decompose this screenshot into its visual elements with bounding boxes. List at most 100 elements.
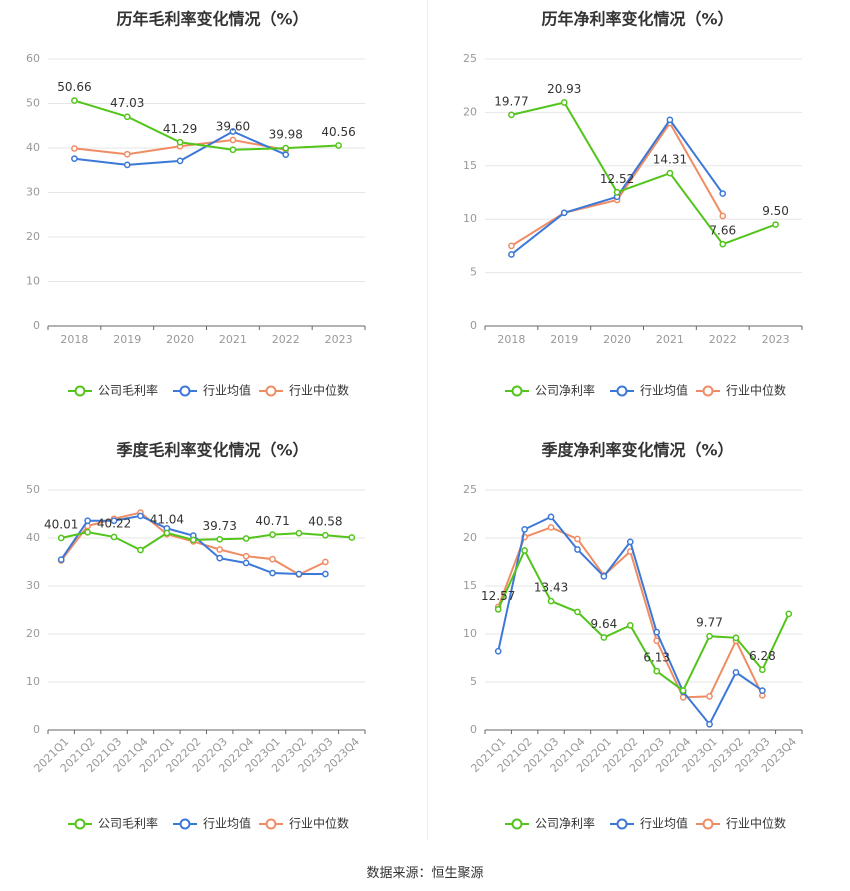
data-point [71,155,78,163]
data-point [295,570,303,578]
legend-marker [702,385,714,397]
data-point [759,687,766,694]
data-point [706,693,713,700]
y-tick-label: 10 [463,212,477,225]
y-tick-label: 10 [463,627,477,640]
x-tick-label: 2023 [762,333,790,346]
data-label: 14.31 [653,153,687,167]
legend-marker [74,385,86,397]
data-label: 39.73 [203,519,237,533]
y-tick-label: 10 [26,675,40,688]
data-point [110,533,118,541]
data-point [322,558,329,566]
legend-marker [265,385,277,397]
y-tick-label: 10 [26,275,40,288]
data-point [216,535,224,543]
data-point [348,534,356,541]
y-tick-label: 25 [463,483,477,496]
quarterly-gross-margin-chart: 季度毛利率变化情况（%）010203040502021Q12021Q22021Q… [26,441,366,831]
data-source-note: 数据来源：恒生聚源 [366,866,484,881]
legend-marker [265,818,277,830]
data-label: 7.66 [709,224,736,238]
series-line [511,101,776,246]
data-point [574,535,581,543]
data-point [574,546,581,553]
data-point [57,534,65,542]
data-point [547,597,555,605]
legend-marker [616,385,628,397]
data-point [547,513,555,521]
data-point [508,242,515,250]
data-point [653,628,661,636]
y-tick-label: 5 [470,675,477,688]
legend-marker [511,818,523,830]
data-label: 9.64 [591,617,618,631]
legend-label: 行业均值 [640,383,688,398]
annual-gross-margin-chart: 历年毛利率变化情况（%） 0 10 20 30 40 50 60 2018 2019 2020 202… [26,10,366,398]
chart-title: 历年毛利率变化情况（%） [116,10,308,29]
data-label: 12.52 [600,172,634,186]
x-tick-label: 2020 [603,333,631,346]
data-label: 20.93 [547,82,581,96]
data-label: 39.98 [269,128,303,142]
legend-marker [702,818,714,830]
data-point [242,559,250,567]
y-tick-label: 50 [26,97,40,110]
y-tick-label: 15 [463,579,477,592]
data-point [71,97,78,104]
data-point [269,555,276,563]
y-tick-label: 20 [26,230,40,243]
legend-label: 公司净利率 [535,816,595,831]
data-point [123,161,131,169]
data-point [759,666,766,674]
quarterly-net-margin-panel: 季度净利率变化情况（%） 0 5 10 15 20 25 2021Q1 2021Q2 2021Q3… [425,430,850,860]
y-tick-label: 25 [463,52,477,65]
data-point [137,546,144,554]
data-point [719,240,727,248]
y-tick-label: 5 [470,266,477,279]
data-point [123,113,131,121]
x-tick-label: 2023 [325,333,353,346]
y-tick-label: 0 [470,319,477,332]
legend-marker [179,385,191,397]
data-point [508,111,515,119]
data-point [521,526,528,533]
data-label: 40.58 [308,515,342,529]
y-tick-label: 0 [470,723,477,736]
data-label: 39.60 [216,119,250,133]
data-label: 50.66 [57,80,91,94]
panel-divider [427,0,428,840]
data-point [335,142,342,149]
series-line [510,118,724,256]
data-point [295,529,303,537]
data-point [110,517,118,525]
legend-label: 公司毛利率 [98,383,158,398]
data-point [71,145,78,152]
data-point [269,531,276,538]
data-point [176,138,184,146]
legend-label: 公司净利率 [535,383,595,398]
chart-title: 季度毛利率变化情况（%） [115,441,308,460]
legend-marker [511,385,523,397]
y-tick-label: 20 [26,627,40,640]
data-point [137,512,144,520]
data-label: 41.29 [163,122,197,136]
y-tick-label: 40 [26,531,40,544]
quarterly-gross-margin-panel: 季度毛利率变化情况（%） 0 10 20 30 40 50 2021Q1 2021Q2 2021Q… [0,430,425,860]
data-label: 40.71 [255,514,289,528]
legend-label: 行业均值 [203,383,251,398]
annual-net-margin-chart: 历年净利率变化情况（%） 0 5 10 15 20 25 2018 2019 2020 2021 20… [463,10,803,398]
legend-marker [616,818,628,830]
data-point [508,251,515,258]
data-label: 41.04 [150,513,184,527]
data-point [613,188,621,196]
y-tick-label: 60 [26,52,40,65]
data-label: 6.28 [749,649,776,663]
data-label: 47.03 [110,96,144,110]
legend-label: 行业中位数 [289,383,349,398]
data-label: 40.01 [44,517,78,531]
y-tick-label: 0 [33,319,40,332]
quarterly-net-margin-chart: 季度净利率变化情况（%）05101520252021Q12021Q22021Q3… [463,441,803,831]
x-tick-label: 2021 [219,333,247,346]
data-point [574,608,581,616]
